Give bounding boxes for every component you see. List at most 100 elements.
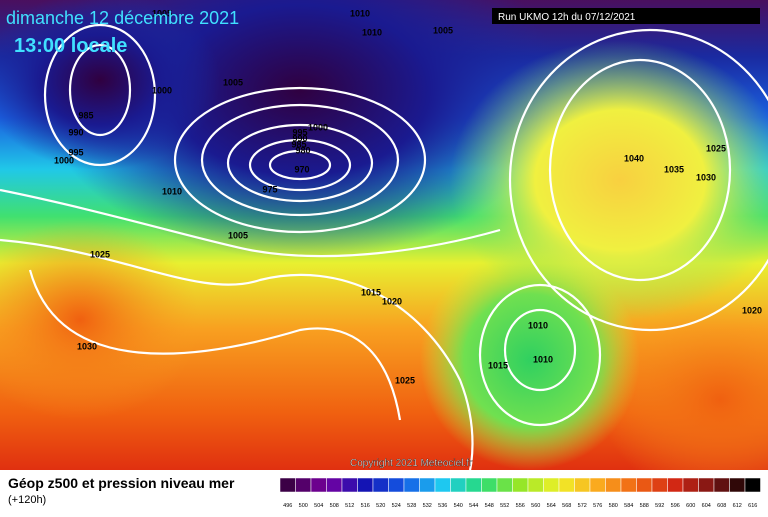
isobar-label: 1005 [223,77,243,87]
scale-label: 584 [624,503,633,509]
scale-swatch [543,477,560,493]
scale-swatch [636,477,653,493]
isobar-label: 1010 [528,320,548,330]
scale-label: 572 [578,503,587,509]
scale-swatch [713,477,730,493]
scale-label: 504 [314,503,323,509]
isobars [0,23,768,470]
scale-swatch [310,477,327,493]
isobar-label: 1035 [664,164,684,174]
scale-swatch [341,477,358,493]
map-time: 13:00 locale [14,35,127,57]
scale-label: 588 [640,503,649,509]
scale-label: 600 [686,503,695,509]
scale-label: 540 [454,503,463,509]
scale-label: 560 [531,503,540,509]
scale-label: 592 [655,503,664,509]
isobar-label: 1025 [706,143,726,153]
scale-label: 536 [438,503,447,509]
scale-swatch [667,477,684,493]
scale-label: 556 [516,503,525,509]
legend-subtitle: (+120h) [8,494,46,506]
scale-label: 612 [733,503,742,509]
scale-swatch [744,477,761,493]
scale-label: 604 [702,503,711,509]
copyright: Copyright 2021 Meteociel.fr [350,458,473,469]
scale-swatch [651,477,668,493]
scale-swatch [682,477,699,493]
isobar-label: 995 [68,147,83,157]
scale-swatch [558,477,575,493]
scale-label: 548 [485,503,494,509]
scale-swatch [419,477,436,493]
scale-swatch [496,477,513,493]
scale-swatch [574,477,591,493]
isobar-label: 1010 [362,27,382,37]
scale-label: 564 [547,503,556,509]
scale-swatch [434,477,451,493]
isobar-label: 1010 [533,354,553,364]
isobar-label: 970 [294,164,309,174]
scale-swatch [512,477,529,493]
scale-swatch [357,477,374,493]
scale-swatch [620,477,637,493]
isobar-label: 1025 [90,249,110,259]
isobar-label: 975 [262,184,277,194]
legend-title: Géop z500 et pression niveau mer [8,475,235,491]
scale-label: 608 [717,503,726,509]
isobar-label: 1015 [361,287,381,297]
scale-label: 616 [748,503,757,509]
scale-label: 512 [345,503,354,509]
isobar-label: 990 [292,133,307,143]
isobar-label: 1025 [395,375,415,385]
scale-swatch [326,477,343,493]
map-date: dimanche 12 décembre 2021 [6,8,239,28]
isobar-label: 1015 [488,360,508,370]
isobar-label: 1000 [152,85,172,95]
isobar-label: 1020 [382,296,402,306]
scale-swatch [605,477,622,493]
isobar-label: 1000 [54,155,74,165]
isobar-label: 1030 [77,341,97,351]
scale-label: 508 [330,503,339,509]
scale-swatch [295,477,312,493]
scale-swatch [481,477,498,493]
scale-swatch [279,477,296,493]
isobar-label: 1000 [308,122,328,132]
scale-label: 496 [283,503,292,509]
scale-swatch [450,477,467,493]
isobar-label: 980 [295,145,310,155]
isobar-label: 1020 [742,305,762,315]
isobar-label: 985 [78,110,93,120]
scale-label: 552 [500,503,509,509]
scale-label: 532 [423,503,432,509]
scale-label: 528 [407,503,416,509]
isobar-label: 1005 [433,25,453,35]
scale-swatch [698,477,715,493]
isobar-label: 995 [292,127,307,137]
isobar-label: 990 [68,127,83,137]
isobar-label: 1010 [162,186,182,196]
scale-swatch [465,477,482,493]
scale-label: 568 [562,503,571,509]
scale-label: 524 [392,503,401,509]
isobar-label: 1040 [624,153,644,163]
scale-swatch [527,477,544,493]
scale-label: 544 [469,503,478,509]
scale-swatch [403,477,420,493]
isobar-label: 1005 [228,230,248,240]
scale-swatch [729,477,746,493]
scale-swatch [372,477,389,493]
scale-label: 580 [609,503,618,509]
scale-label: 516 [361,503,370,509]
scale-swatch [589,477,606,493]
scale-label: 500 [299,503,308,509]
scale-label: 576 [593,503,602,509]
run-info: Run UKMO 12h du 07/12/2021 [498,12,636,23]
isobar-label: 1030 [696,172,716,182]
isobar-label: 1010 [350,8,370,18]
scale-label: 596 [671,503,680,509]
isobar-label: 1005 [152,8,172,18]
color-scale: 496 500 504 508 512 516 520 524 528 532 536 540 544 5… [279,477,761,509]
